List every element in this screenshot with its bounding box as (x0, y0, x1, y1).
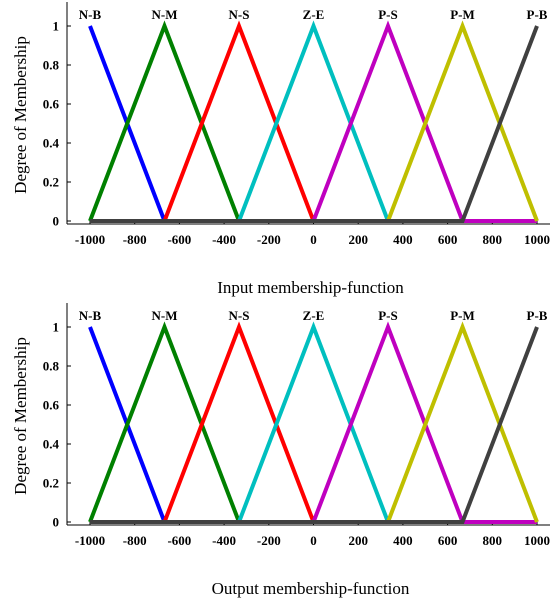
x-tick-label: 0 (310, 232, 317, 247)
x-tick-label: 600 (438, 232, 458, 247)
chart-caption: Output membership-function (212, 579, 410, 598)
x-tick-label: -200 (257, 232, 281, 247)
series-line-p-m (386, 20, 539, 222)
x-tick-label: 1000 (524, 533, 550, 548)
x-tick-label: 200 (348, 232, 368, 247)
series-label-n-s: N-S (229, 308, 250, 323)
x-tick-label: -800 (123, 533, 147, 548)
x-tick-label: 1000 (524, 232, 550, 247)
x-tick-label: -400 (212, 533, 236, 548)
x-tick-label: 200 (348, 533, 368, 548)
series-line-n-m (88, 20, 537, 223)
chart-panel-1: 0 0.2 0.4 0.6 0.8 1 -1000 -800 -600 -400 -200 0 200 4… (11, 2, 550, 297)
series-line-p-b (90, 326, 539, 524)
x-tick-label: -200 (257, 533, 281, 548)
y-tick-label: 0.6 (43, 97, 60, 112)
y-tick-label: 1 (53, 19, 60, 34)
y-tick-label: 0.8 (43, 359, 60, 374)
series-label-p-m: P-M (450, 7, 475, 22)
y-axis-title: Degree of Membership (11, 36, 30, 194)
y-tick-label: 0 (53, 515, 60, 530)
y-tick-label: 1 (53, 320, 60, 335)
series-label-p-s: P-S (378, 7, 398, 22)
series-label-p-s: P-S (378, 308, 398, 323)
series-line-n-s (162, 20, 316, 222)
y-tick-label: 0.2 (43, 175, 59, 190)
series-label-n-s: N-S (229, 7, 250, 22)
x-tick-label: 400 (393, 232, 413, 247)
series-line-p-m (386, 321, 539, 523)
series-label-p-b: P-B (527, 308, 548, 323)
y-tick-label: 0.6 (43, 398, 60, 413)
series-label-n-b: N-B (79, 308, 102, 323)
x-tick-label: -600 (167, 533, 191, 548)
x-tick-label: -800 (123, 232, 147, 247)
x-tick-label: 800 (483, 533, 503, 548)
y-tick-label: 0.8 (43, 58, 60, 73)
series-label-n-b: N-B (79, 7, 102, 22)
x-tick-label: 800 (483, 232, 503, 247)
series-line-n-m (88, 321, 537, 524)
series-label-z-e: Z-E (303, 7, 325, 22)
x-tick-label: 0 (310, 533, 317, 548)
chart-panel-2: 0 0.2 0.4 0.6 0.8 1 -1000 -800 -600 -400 -200 0 200 4… (11, 303, 550, 598)
x-tick-label: -1000 (75, 232, 105, 247)
series-label-z-e: Z-E (303, 308, 325, 323)
series-line-p-b (90, 25, 539, 223)
y-tick-label: 0.4 (43, 136, 60, 151)
series-label-n-m: N-M (151, 7, 177, 22)
series-line-n-s (162, 321, 316, 523)
series-line-z-e (237, 20, 390, 222)
y-axis-title: Degree of Membership (11, 337, 30, 495)
series-line-n-b (88, 25, 537, 223)
series-line-z-e (237, 321, 390, 523)
x-tick-label: 600 (438, 533, 458, 548)
y-tick-label: 0.2 (43, 476, 59, 491)
x-tick-label: -1000 (75, 533, 105, 548)
chart-caption: Input membership-function (217, 278, 404, 297)
x-tick-label: -400 (212, 232, 236, 247)
y-tick-label: 0.4 (43, 437, 60, 452)
series-label-p-b: P-B (527, 7, 548, 22)
y-tick-label: 0 (53, 214, 60, 229)
x-tick-label: 400 (393, 533, 413, 548)
series-label-p-m: P-M (450, 308, 475, 323)
x-tick-label: -600 (167, 232, 191, 247)
series-label-n-m: N-M (151, 308, 177, 323)
series-line-n-b (88, 326, 537, 524)
